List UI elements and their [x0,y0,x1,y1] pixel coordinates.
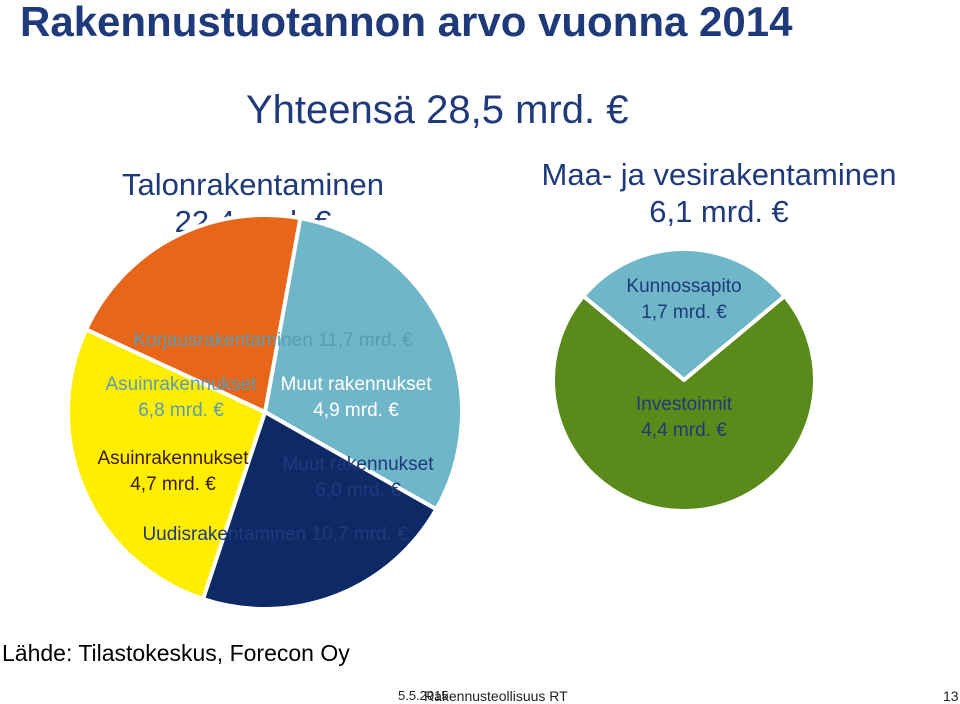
slice-value-label: 4,4 mrd. € [641,420,727,441]
slice-investoinnit [551,294,817,513]
slice-uudis-muut-rakennukset [66,327,267,601]
slice-korjaus-asuinrakennukset [263,216,464,512]
slice-label: Muut rakennukset [282,454,434,475]
talonrakentaminen-label: Talonrakentaminen [122,167,384,202]
label-uudisrakentaminen: Uudisrakentaminen 10,7 mrd. € [110,522,440,548]
slice-label: Asuinrakennukset [97,448,249,469]
maa-vesi-heading: Maa- ja vesirakentaminen 6,1 mrd. € [530,156,908,230]
maa-vesi-value: 6,1 mrd. € [649,194,789,229]
source-note: Lähde: Tilastokeskus, Forecon Oy [2,640,350,666]
slice-label: Asuinrakennukset [105,374,257,395]
slice-label: Kunnossapito [626,276,742,297]
slice-value-label: 4,9 mrd. € [313,400,399,421]
maa-vesi-label: Maa- ja vesirakentaminen [541,157,897,192]
page-title: Rakennustuotannon arvo vuonna 2014 [20,0,793,45]
slice-value-label: 6,0 mrd. € [315,480,401,501]
label-kunnossapito: Kunnossapito 1,7 mrd. € [596,274,772,326]
group-label-korjaus: Korjausrakentaminen 11,7 mrd. € [133,330,413,351]
label-korjausrakentaminen: Korjausrakentaminen 11,7 mrd. € [108,328,438,354]
label-uudis-muut: Muut rakennukset 6,0 mrd. € [262,452,454,504]
slice-korjaus-muut-rakennukset [201,410,439,611]
slice-kunnossapito [581,247,787,382]
slice-value-label: 6,8 mrd. € [138,400,224,421]
footer-page-number: 13 [943,688,959,704]
slice-label: Muut rakennukset [280,374,432,395]
label-investoinnit: Investoinnit 4,4 mrd. € [596,392,772,444]
slice-value-label: 4,7 mrd. € [130,474,216,495]
footer-date: 5.5.2015 [398,688,449,703]
label-korjaus-asuin: Asuinrakennukset 6,8 mrd. € [86,372,276,424]
total-value: Yhteensä 28,5 mrd. € [246,88,629,132]
footer-organization: Rakennusteollisuus RT [424,688,568,704]
label-uudis-asuin: Asuinrakennukset 4,7 mrd. € [80,446,266,498]
slice-label: Investoinnit [635,394,733,415]
slice-uudis-asuinrakennukset [84,213,303,414]
talonrakentaminen-pie [66,213,464,611]
label-korjaus-muut: Muut rakennukset 4,9 mrd. € [268,372,444,424]
slice-value-label: 1,7 mrd. € [641,302,727,323]
maa-vesi-pie [551,247,817,513]
group-label-uudis: Uudisrakentaminen 10,7 mrd. € [142,524,408,545]
